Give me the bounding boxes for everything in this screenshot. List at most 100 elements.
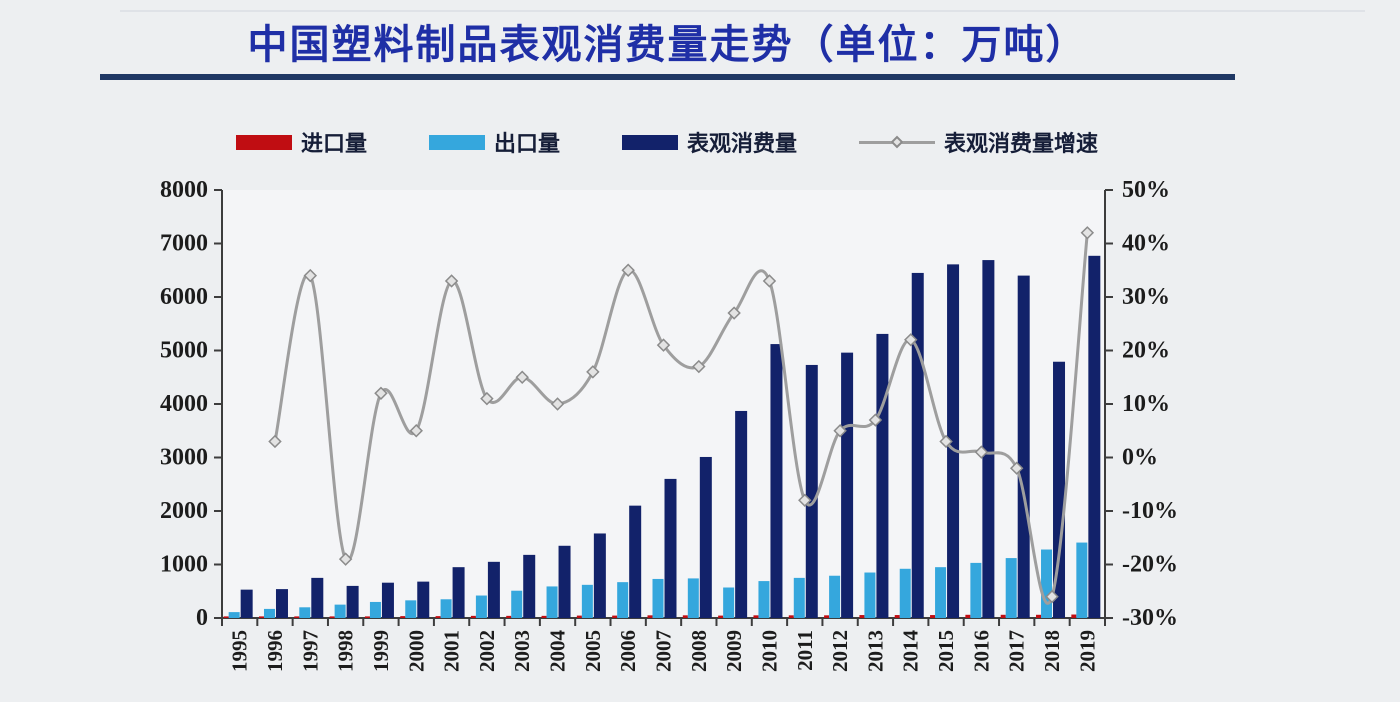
bar [263,608,275,618]
diamond-marker-icon [939,434,953,449]
bar [311,577,324,618]
bar [758,581,770,618]
tick-label: 5000 [160,338,208,364]
bar [930,615,936,618]
bar [805,364,818,618]
diamond-marker-icon [550,397,565,411]
bar [558,545,571,618]
year-label: 2019 [1075,630,1099,672]
growth-line [273,231,1089,605]
bar [1036,614,1042,618]
exports-swatch-icon [429,134,486,150]
bar [581,584,593,618]
bar [841,352,854,618]
tick-label: -20% [1122,552,1178,578]
bar [1076,542,1088,618]
consumption-swatch-icon [622,134,679,150]
diamond-marker-icon [1080,226,1095,240]
year-label: 2004 [546,630,570,673]
bar [258,616,264,618]
legend-item-imports: 进口量 [236,126,367,158]
imports-legend-label: 进口量 [301,132,368,157]
diamond-marker-icon [621,263,635,277]
bar [793,577,805,618]
bar [652,578,664,618]
diamond-marker-icon [480,391,494,406]
year-label: 1997 [298,630,322,672]
diamond-marker-icon [692,359,706,374]
bar [876,333,889,618]
bar [864,572,876,618]
tick-label: 8000 [160,177,208,203]
growth-legend-label: 表观消费量增速 [944,132,1099,157]
bar [576,615,582,618]
growth-line-swatch-icon [859,135,936,149]
diamond-marker-icon [409,424,423,438]
year-label: 2009 [722,630,746,672]
bar [541,615,547,618]
legend-item-growth: 表观消费量增速 [859,126,1098,158]
bar [829,575,841,618]
year-label: 2013 [863,630,887,672]
diamond-marker-icon [727,306,741,320]
title-underline [100,74,1235,80]
year-label: 2010 [757,630,781,672]
year-label: 2001 [440,630,464,672]
tick-label: 7000 [160,231,208,257]
year-label: 1998 [334,630,358,672]
year-label: 1999 [369,630,393,672]
bar [612,615,618,618]
plot-area [222,190,1105,618]
bar [1041,549,1053,618]
bar [334,604,346,618]
consumption-legend-label: 表观消费量 [687,132,798,157]
bar [1017,275,1030,618]
bar [364,616,370,618]
bar [894,615,900,618]
bar [682,615,688,618]
tick-label: -30% [1122,605,1178,631]
legend-item-exports: 出口量 [429,126,560,158]
bar [487,561,500,618]
year-label: 2007 [652,630,676,672]
year-label: 2016 [969,630,993,672]
diamond-marker-icon [833,424,847,438]
tick-label: 4000 [160,391,208,417]
exports-legend-label: 出口量 [494,132,561,157]
bar [687,578,699,618]
bar [1071,614,1077,618]
diamond-marker-icon [374,386,388,401]
year-label: 2018 [1040,630,1064,672]
tick-label: 40% [1122,231,1170,257]
bar [228,612,240,618]
year-label: 2014 [899,630,923,673]
bars-series-1 [228,542,1088,618]
diamond-marker-icon [974,445,989,459]
diamond-marker-icon [798,493,812,508]
year-label: 1995 [228,630,252,672]
tick-label: 20% [1122,338,1170,364]
diamond-marker-icon [656,338,671,352]
diamond-marker-icon [904,333,918,347]
year-label: 2012 [828,630,852,672]
year-label: 2011 [793,630,817,671]
diamond-marker-icon [303,268,318,283]
bar [240,589,253,618]
bar [523,554,536,618]
bar [859,615,865,618]
diamond-marker-icon [1045,589,1059,604]
imports-swatch-icon [236,134,292,150]
bar [511,590,523,618]
bar [753,615,759,618]
year-label: 2002 [475,630,499,672]
bar [417,581,430,618]
bar [788,615,794,618]
diamond-marker-icon [868,413,883,427]
tick-label: 30% [1122,284,1170,310]
bar [475,595,487,618]
bars-series-2 [240,255,1101,618]
year-label: 2015 [934,630,958,672]
year-label: 2006 [616,630,640,672]
